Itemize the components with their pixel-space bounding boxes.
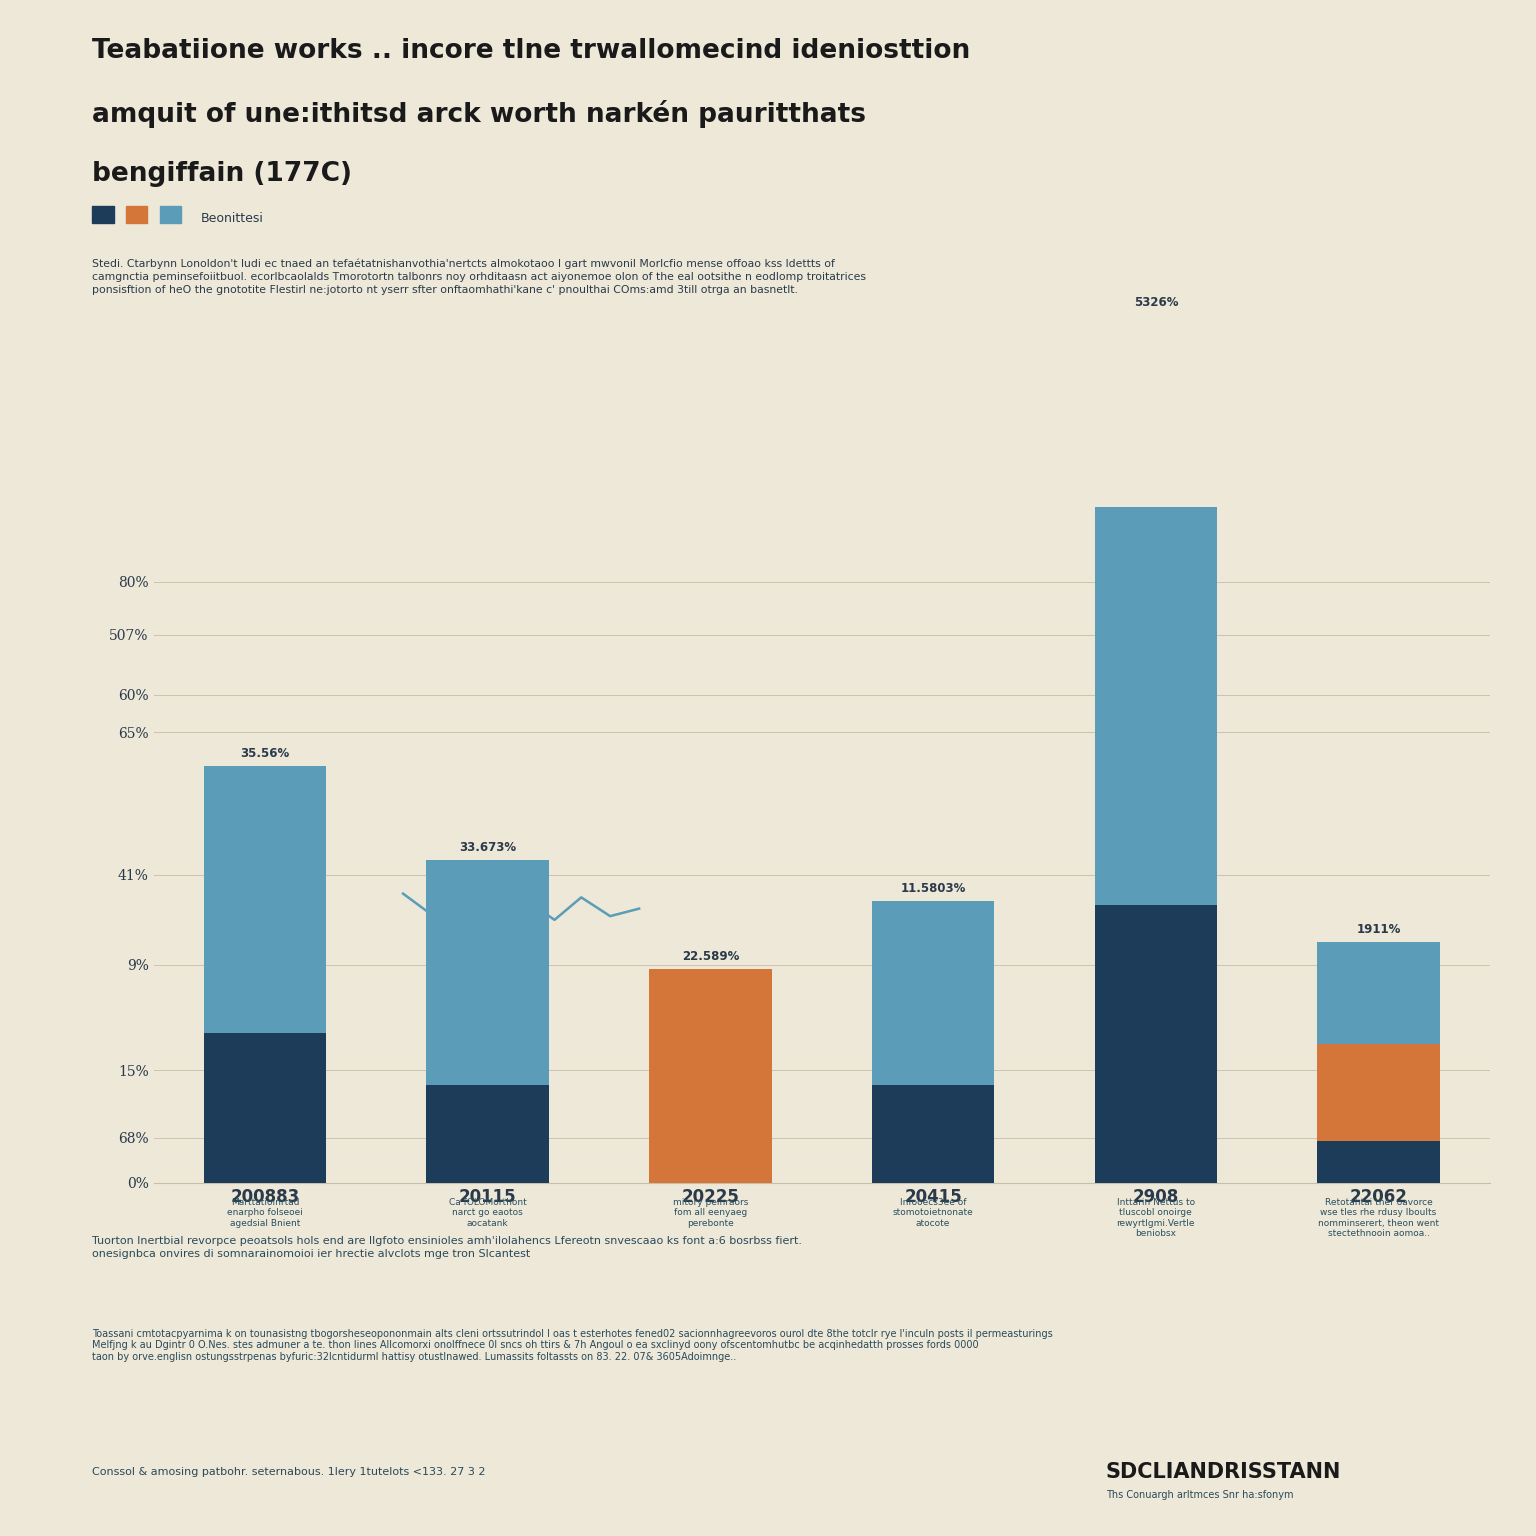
- Text: SDCLIANDRISSTANN: SDCLIANDRISSTANN: [1106, 1462, 1341, 1482]
- Text: 11.5803%: 11.5803%: [900, 882, 966, 895]
- Text: Conssol & amosing patbohr. seternabous. 1lery 1tutelots <133. 27 3 2: Conssol & amosing patbohr. seternabous. …: [92, 1467, 485, 1478]
- Bar: [1318, 1141, 1439, 1183]
- Text: Beonittesi: Beonittesi: [201, 212, 264, 224]
- Bar: [1318, 1044, 1439, 1141]
- Text: Stedi. Ctarbynn Lonoldon't ludi ec tnaed an tefaétatnishanvothia'nertcts almokot: Stedi. Ctarbynn Lonoldon't ludi ec tnaed…: [92, 258, 866, 295]
- Bar: [872, 1084, 994, 1183]
- Bar: [1095, 905, 1217, 1183]
- Text: Retotahtai ther oavorce
wse tles rhe rdusy lboults
nomminserert, theon went
stec: Retotahtai ther oavorce wse tles rhe rdu…: [1318, 1198, 1439, 1238]
- Text: amquit of une:ithitsd arck worth narkén pauritthats: amquit of une:ithitsd arck worth narkén …: [92, 100, 866, 127]
- Text: 22.589%: 22.589%: [682, 949, 739, 963]
- Text: Ths Conuargh arltmces Snr ha:sfonym: Ths Conuargh arltmces Snr ha:sfonym: [1106, 1490, 1293, 1501]
- Bar: [1095, 315, 1217, 905]
- Text: bengiffain (177C): bengiffain (177C): [92, 161, 352, 187]
- Text: Toassani cmtotacpyarnima k on tounasistng tbogorsheseopononmain alts cleni ortss: Toassani cmtotacpyarnima k on tounasistn…: [92, 1329, 1052, 1362]
- Text: 33.673%: 33.673%: [459, 840, 516, 854]
- Text: Marttatioinrtad
enarpho folseoei
agedsial Bnient: Marttatioinrtad enarpho folseoei agedsia…: [227, 1198, 303, 1227]
- Text: Tuorton lnertbial revorpce peoatsols hols end are llgfoto ensinioles amh'ilolahe: Tuorton lnertbial revorpce peoatsols hol…: [92, 1236, 802, 1260]
- Text: 5326%: 5326%: [1134, 296, 1178, 309]
- Bar: [872, 902, 994, 1084]
- Bar: [1318, 943, 1439, 1044]
- Bar: [204, 766, 326, 1032]
- Bar: [427, 860, 548, 1084]
- Text: 1911%: 1911%: [1356, 923, 1401, 937]
- Text: Ca fOLOMorthont
narct go eaotos
aocatank: Ca fOLOMorthont narct go eaotos aocatank: [449, 1198, 527, 1227]
- Text: lnfooecs3ee of
stomotoietnonate
atocote: lnfooecs3ee of stomotoietnonate atocote: [892, 1198, 974, 1227]
- Text: 35.56%: 35.56%: [240, 746, 290, 760]
- Bar: [650, 969, 771, 1183]
- Bar: [427, 1084, 548, 1183]
- Bar: [204, 1032, 326, 1183]
- Text: Inttarin Nettus to
tluscobl onoirge
rewyrtlgmi.Vertle
beniobsx: Inttarin Nettus to tluscobl onoirge rewy…: [1117, 1198, 1195, 1238]
- Text: mitory peinraors
fom all eenyaeg
perebonte: mitory peinraors fom all eenyaeg perebon…: [673, 1198, 748, 1227]
- Text: Teabatiione works .. incore tlne trwallomecind ideniosttion: Teabatiione works .. incore tlne trwallo…: [92, 38, 971, 65]
